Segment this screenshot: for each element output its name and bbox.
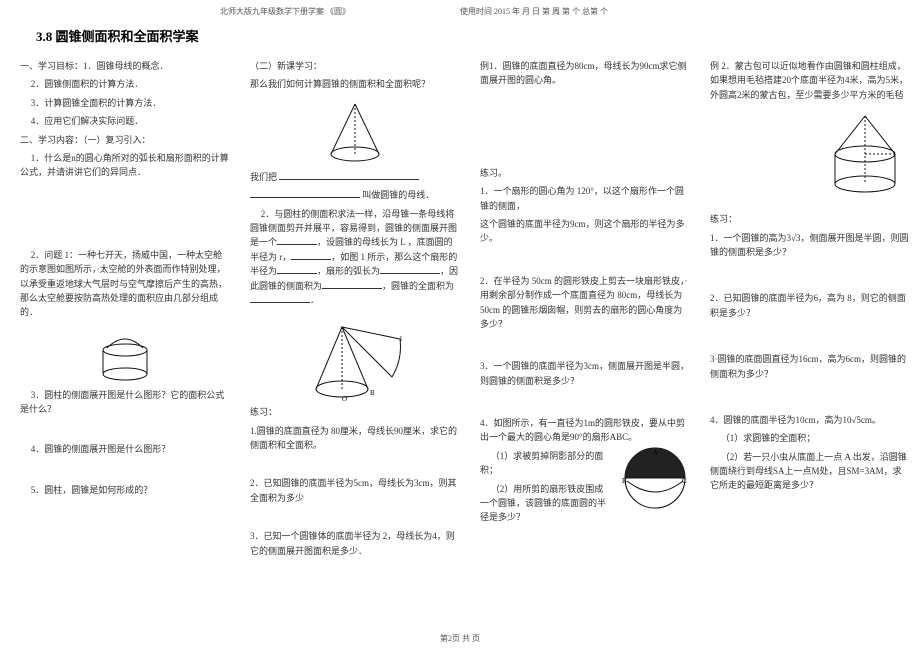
page-footer: 第2页 共 页 <box>0 633 920 644</box>
capsule-figure <box>85 324 165 384</box>
c4-p4: 4．圆锥的底面半径为10cm，高为10√5cm。 <box>710 413 910 427</box>
we-label: 我们把 <box>250 172 277 182</box>
question-4: 4．圆锥的侧面展开图是什么图形？ <box>20 442 230 456</box>
question-3: 3．圆柱的侧面展开图是什么图形？它的面积公式是什么？ <box>20 388 230 417</box>
question-5: 5．圆柱，圆锥是如何形成的？ <box>20 483 230 497</box>
new-1: 那么我们如何计算圆锥的侧面积和全面积呢？ <box>250 77 460 91</box>
cone-unfold-figure: O B l <box>300 311 410 401</box>
svg-text:B: B <box>622 477 627 485</box>
c4-p3: 3·圆锥的底面圆直径为16cm，高为6cm，则圆锥的侧面积为多少？ <box>710 352 910 381</box>
p2: 2．在半径为 50cm 的圆形铁皮上剪去一块扇形铁皮，·用剩余部分制作成一个底面… <box>480 274 690 332</box>
practice-2-label: 练习： <box>710 212 910 226</box>
ex-3: 3．已知一个圆锥体的底面半径为 2，母线长为4，则它的侧面展开图面积是多少． <box>250 529 460 558</box>
svg-text:B: B <box>370 389 375 397</box>
goal-3: 3．计算圆锥全面积的计算方法． <box>20 96 230 110</box>
svg-text:O: O <box>342 395 347 401</box>
column-2: （二）新课学习： 那么我们如何计算圆锥的侧面积和全面积呢？ 我们把 叫做圆锥的母… <box>250 55 460 562</box>
c4-p4b: （2）若一只小虫从底面上一点 A 出发，沿圆锥侧面绕行到母线SA上一点M处，且S… <box>710 450 910 493</box>
goals-heading: 一、学习目标：1．圆锥母线的概念． <box>20 59 230 73</box>
sector-figure: A B C <box>620 443 690 513</box>
new-heading: （二）新课学习： <box>250 59 460 73</box>
ex-1: 1.圆锥的底面直径为 80厘米，母线长90厘米，求它的侧面积和全面积。 <box>250 424 460 453</box>
p4a: （1）求被剪掉阴影部分的面积； <box>480 449 610 478</box>
t2d: 扇形的弧长为 <box>326 266 380 276</box>
cone-figure-1 <box>315 96 395 166</box>
c4-p1: 1．一个圆锥的高为3√3，侧面展开图是半圆，则圆锥的侧面积是多少？ <box>710 231 910 260</box>
call-text: 叫做圆锥的母线． <box>362 190 434 200</box>
t2f: ，圆锥的全面积为 <box>382 281 454 291</box>
ex-2: 2．已知圆锥的底面半径为5cm，母线长为3cm，则其全面积为多少 <box>250 476 460 505</box>
c4-p2: 2．已知圆锥的底面半径为6，高为 8，则它的侧面积是多少？ <box>710 291 910 320</box>
header-left: 北师大版九年级数学下册学案 《圆》 <box>220 6 350 17</box>
text-2a: 2．与圆柱的侧面积求法一样，沿母锥一条母线将圆锥侧面剪开并展平，容易得到，圆锥的… <box>250 207 460 308</box>
svg-text:l: l <box>400 335 402 343</box>
column-1: 一、学习目标：1．圆锥母线的概念． 2．圆锥侧面积的计算方法． 3．计算圆锥全面… <box>20 55 230 501</box>
practice-label: 练习。 <box>480 166 690 180</box>
p1b: 这个圆锥的底面半径为9cm，则这个扇形的半径为多少。 <box>480 217 690 246</box>
example-2: 例 2．蒙古包可以近似地看作由圆锥和圆柱组成，如果想用毛毡搭建20个底面半径为4… <box>710 59 910 102</box>
we-call: 我们把 <box>250 170 460 184</box>
c4-p4a: （1）求圆锥的全面积； <box>710 431 910 445</box>
svg-text:C: C <box>682 477 687 485</box>
method-1: 1．什么是n的圆心角所对的弧长和扇形面积的计算公式，并请讲讲它们的异同点． <box>20 151 230 180</box>
goal-4: 4．应用它们解决实际问题． <box>20 114 230 128</box>
question-2: 2．问题 1：一种七开天，扬威中国，一种太空舱的示意图如图所示，·太空舱的外表面… <box>20 248 230 320</box>
ex-label: 练习： <box>250 405 460 419</box>
methods-heading: 二、学习内容：（一）复习引入： <box>20 133 230 147</box>
column-3: 例1．圆锥的底面直径为80cm，母线长为90cm求它侧面展开图的圆心角。 练习。… <box>480 55 690 529</box>
yurt-figure <box>820 106 910 196</box>
call-line: 叫做圆锥的母线． <box>250 188 460 202</box>
p1a: 1．一个扇形的圆心角为 120°，以这个扇形作一个圆锥的侧面， <box>480 184 690 213</box>
page-title: 3.8 圆锥侧面积和全面积学案 <box>36 26 199 45</box>
p4: 4．如图所示，有一直径为1m的圆形铁皮，要从中剪出一个最大的圆心角是90°的扇形… <box>480 416 690 445</box>
header-right: 使用时间 2015 年 月 日 第 周 第 个 总第 个 <box>460 6 608 17</box>
goal-2: 2．圆锥侧面积的计算方法． <box>20 77 230 91</box>
column-4: 例 2．蒙古包可以近似地看作由圆锥和圆柱组成，如果想用毛毡搭建20个底面半径为4… <box>710 55 910 497</box>
p3: 3．一个圆锥的底面半径为3cm，侧面展开图是半圆，则圆锥的侧面积是多少？ <box>480 359 690 388</box>
svg-text:A: A <box>653 449 658 457</box>
example-1: 例1．圆锥的底面直径为80cm，母线长为90cm求它侧面展开图的圆心角。 <box>480 59 690 88</box>
p4b: （2）用所剪的扇形铁皮围成一个圆锥，该圆锥的底面圆的半径是多少？ <box>480 482 610 525</box>
